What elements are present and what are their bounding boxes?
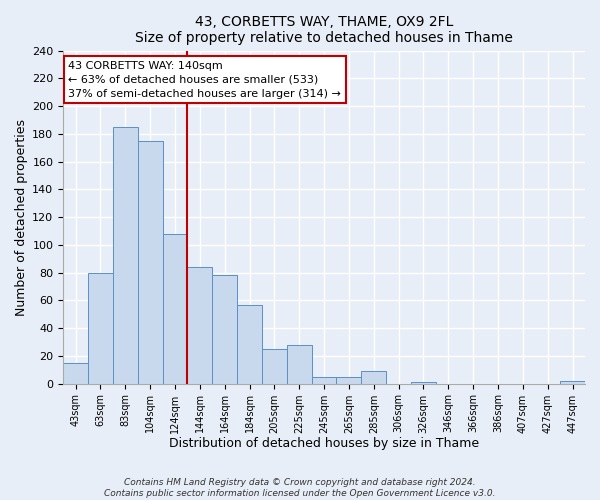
Title: 43, CORBETTS WAY, THAME, OX9 2FL
Size of property relative to detached houses in: 43, CORBETTS WAY, THAME, OX9 2FL Size of… [135, 15, 513, 45]
Bar [137, 140, 163, 384]
X-axis label: Distribution of detached houses by size in Thame: Distribution of detached houses by size … [169, 437, 479, 450]
Bar [411, 382, 436, 384]
Bar [311, 376, 337, 384]
Y-axis label: Number of detached properties: Number of detached properties [15, 118, 28, 316]
Bar [560, 381, 585, 384]
Bar [262, 349, 287, 384]
Text: Contains HM Land Registry data © Crown copyright and database right 2024.
Contai: Contains HM Land Registry data © Crown c… [104, 478, 496, 498]
Bar [287, 345, 311, 384]
Bar [113, 127, 137, 384]
Bar [187, 267, 212, 384]
Bar [237, 304, 262, 384]
Bar [212, 276, 237, 384]
Bar [163, 234, 187, 384]
Bar [88, 272, 113, 384]
Bar [63, 363, 88, 384]
Text: 43 CORBETTS WAY: 140sqm
← 63% of detached houses are smaller (533)
37% of semi-d: 43 CORBETTS WAY: 140sqm ← 63% of detache… [68, 60, 341, 98]
Bar [337, 376, 361, 384]
Bar [361, 371, 386, 384]
